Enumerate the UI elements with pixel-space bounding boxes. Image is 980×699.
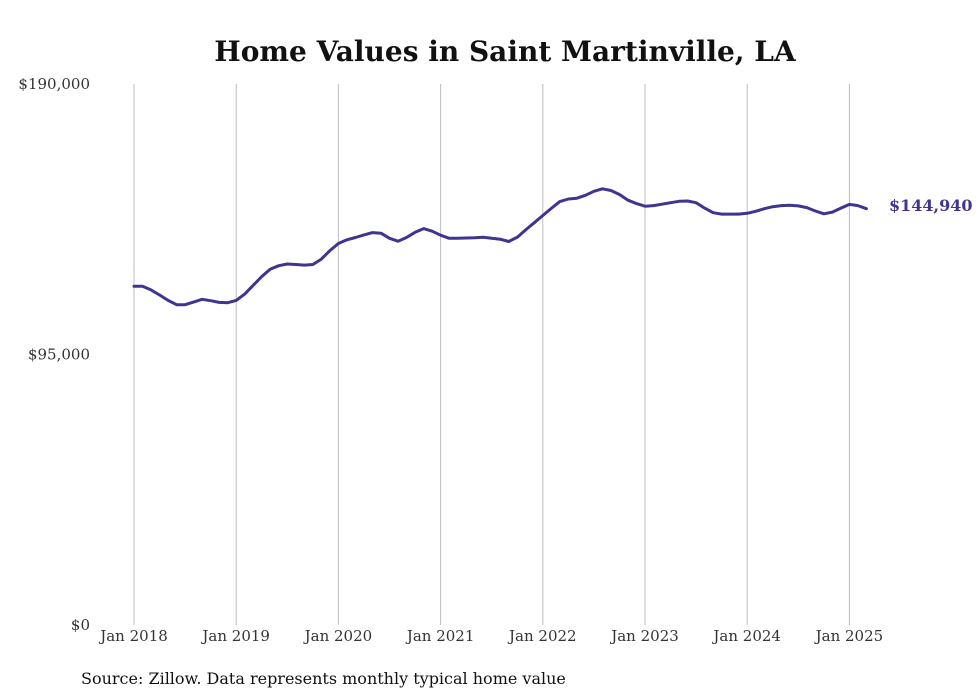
x-tick-label: Jan 2023 bbox=[609, 627, 679, 645]
x-tick-label: Jan 2025 bbox=[814, 627, 884, 645]
y-tick-label: $95,000 bbox=[28, 346, 90, 364]
series-line bbox=[132, 187, 868, 307]
source-note: Source: Zillow. Data represents monthly … bbox=[81, 669, 566, 688]
x-tick-label: Jan 2019 bbox=[200, 627, 270, 645]
x-axis-ticks: Jan 2018 Jan 2019 Jan 2020 Jan 2021 Jan 2022… bbox=[98, 627, 883, 645]
x-tick-label: Jan 2022 bbox=[507, 627, 577, 645]
y-tick-label: $0 bbox=[71, 616, 90, 634]
x-tick-label: Jan 2018 bbox=[98, 627, 168, 645]
x-tick-label: Jan 2020 bbox=[303, 627, 373, 645]
x-tick-label: Jan 2021 bbox=[405, 627, 475, 645]
x-tick-label: Jan 2024 bbox=[711, 627, 781, 645]
end-value-label: $144,940 bbox=[889, 196, 973, 215]
y-tick-label: $190,000 bbox=[18, 75, 90, 93]
y-axis-ticks: $0 $95,000 $190,000 bbox=[18, 75, 90, 634]
grid-lines bbox=[133, 84, 850, 625]
chart-title: Home Values in Saint Martinville, LA bbox=[214, 35, 797, 68]
